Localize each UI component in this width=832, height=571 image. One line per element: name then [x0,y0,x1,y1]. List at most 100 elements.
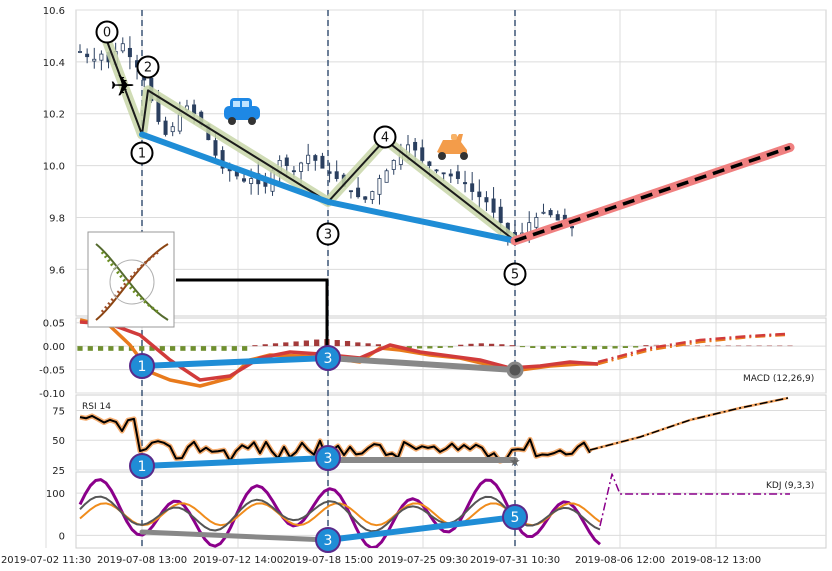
macd-histogram-bar [468,343,474,347]
macd-histogram-bar [499,344,505,347]
wave-label-circle [95,20,119,44]
y-tick-label: 75 [52,406,65,417]
candle-body [99,53,104,61]
y-tick-label: 9.8 [49,213,65,224]
wave-label-text: 3 [324,228,332,243]
candle-body [78,51,83,53]
candle-body [170,126,175,133]
macd-histogram-bar [262,344,268,347]
macd-histogram-bar [571,346,577,348]
macd-histogram-bar [427,346,433,349]
macd-histogram-bar [447,346,454,348]
y-tick-label: 50 [52,436,65,447]
x-tick-label: 2019-07-31 10:30 [470,555,560,566]
candle-body [220,150,225,169]
candle-body [541,211,546,214]
x-tick-label: 2019-07-08 13:00 [97,555,187,566]
candle-body [427,161,432,166]
wave-label-circle [136,55,160,79]
macd-pivot-dot [506,361,524,379]
macd-histogram-bar [540,346,546,349]
rsi-panel: ★ [79,396,789,470]
y-tick-label: 0.00 [43,342,65,353]
macd-histogram-bar [211,346,217,351]
macd-histogram-bar [602,346,608,349]
candle-body [534,217,539,228]
macd-histogram-bar [530,346,536,348]
macd-histogram-bar [705,345,711,347]
y-tick-label: 10.6 [43,6,65,17]
wave-thumbnail-image [87,231,175,328]
macd-histogram-bar [200,346,207,351]
macd-histogram-bar [344,340,351,347]
y-tick-label: 25 [52,466,65,477]
macd-histogram-bar [159,346,165,351]
candle-body [163,120,168,135]
rsi-divergence-line [139,455,331,469]
macd-histogram-bar [77,346,83,351]
macd-histogram-bar [252,345,258,347]
y-tick-label: -0.05 [39,366,65,377]
y-tick-label: -0.10 [39,389,65,400]
macd-pivot-1-label: 1 [138,359,147,375]
rsi-label: RSI 14 [82,402,111,412]
wave-labels: 0 2 1 3 4 5 1 3 1 3 3 5 [95,20,528,553]
macd-histogram-bar [777,345,783,347]
candle-body [448,173,453,177]
candle-body [470,183,475,192]
y-tick-label: 10.0 [43,162,65,173]
macd-histogram-bar [581,346,587,349]
macd-histogram-bar [787,345,793,347]
macd-histogram-bar [355,342,361,347]
kdj-pivot-5-label: 5 [511,510,520,526]
macd-pivot-3 [315,345,341,371]
macd-divergence-line [139,355,331,369]
macd-histogram-bar [170,346,176,351]
forecast-line [514,145,791,243]
macd-histogram-bar [478,343,484,347]
macd-histogram-bar [375,344,382,347]
svg-text:✈: ✈ [110,69,135,104]
wave-line [106,40,516,242]
macd-histogram-bar [437,346,443,348]
macd-divergence-line-grey [325,355,518,373]
candle-body [384,170,389,183]
candle-body [241,178,246,182]
macd-histogram-bar [715,345,721,347]
macd-forecast [597,333,786,366]
macd-histogram-bar [519,346,526,348]
macd-histogram-bar [87,346,93,351]
axis-ticks: 2019-07-02 11:30 2019-07-08 13:00 2019-07-… [1,6,761,566]
macd-histogram-bar [684,345,690,347]
candle-body [441,172,446,175]
rsi-pivot-1-label: 1 [138,459,147,475]
macd-histogram-bar [108,346,114,351]
wave-label-circle [316,222,340,246]
candle-body [334,171,339,179]
macd-histogram-bar [746,345,752,347]
x-tick-label: 2019-07-25 09:30 [378,555,468,566]
y-tick-label: 9.6 [49,265,65,276]
macd-histogram-bar [663,345,670,347]
x-tick-label: 2019-07-18 15:00 [283,555,373,566]
kdj-panel-frame [75,471,827,549]
macd-histogram-bar [633,346,639,348]
wave-label-circle [130,141,154,165]
macd-histogram-bar [406,346,412,348]
price-panel-frame [75,9,827,317]
wave-label-text: 4 [381,131,389,146]
candle-body [313,155,318,161]
macd-histogram-bar [725,345,731,347]
macd-histogram-bar [458,344,464,347]
macd-histogram-bar [118,346,124,351]
candle-body [327,171,332,174]
candle-body [491,198,496,213]
macd-histogram-bar [735,345,742,347]
y-tick-label: 10.4 [43,58,65,69]
macd-histogram-bar [488,343,495,347]
candle-body [370,191,375,200]
candle-body [434,169,439,172]
macd-histogram-bar [190,346,196,351]
kdj-pivot-3 [315,527,341,553]
y-tick-label: 0.05 [43,319,65,330]
